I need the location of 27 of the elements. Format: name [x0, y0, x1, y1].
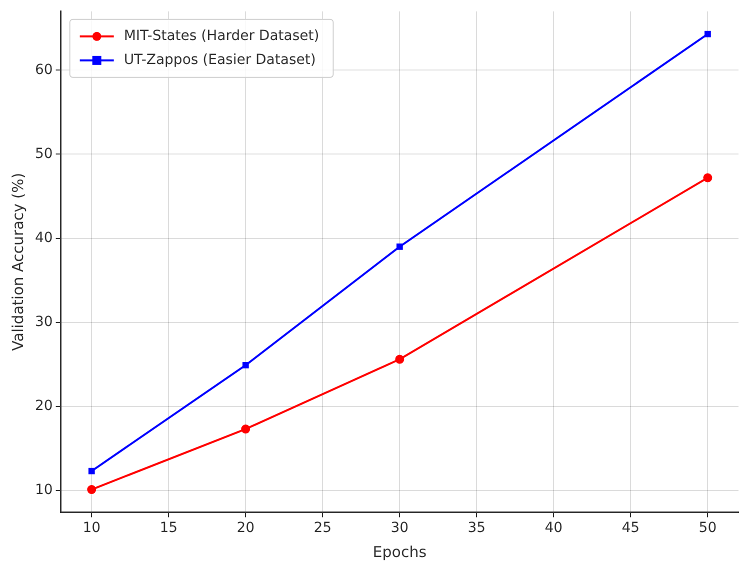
- x-tick-label: 10: [82, 520, 101, 536]
- point: [703, 173, 712, 182]
- point: [396, 243, 403, 250]
- point: [88, 468, 95, 474]
- y-tick-label: 10: [34, 482, 53, 498]
- legend-label: UT-Zappos (Easier Dataset): [124, 52, 316, 68]
- y-tick-label: 30: [34, 314, 53, 330]
- y-tick-label: 40: [34, 230, 53, 246]
- x-tick-label: 45: [622, 520, 640, 536]
- point: [704, 30, 711, 38]
- x-tick-label: 35: [468, 520, 486, 536]
- point: [241, 424, 250, 434]
- point: [242, 362, 249, 368]
- x-tick-label: 30: [390, 520, 409, 536]
- y-tick-label: 50: [34, 146, 53, 162]
- x-axis-title: Epochs: [372, 542, 427, 561]
- y-axis-title: Validation Accuracy (%): [8, 172, 27, 351]
- legend-label: MIT-States (Harder Dataset): [124, 28, 320, 44]
- x-tick-label: 50: [698, 520, 717, 536]
- point: [395, 354, 404, 364]
- x-tick-label: 40: [544, 520, 563, 536]
- x-tick-label: 25: [314, 520, 332, 536]
- x-tick-label: 15: [160, 520, 178, 536]
- x-tick-label: 20: [236, 520, 255, 536]
- point: [87, 485, 96, 494]
- y-tick-label: 60: [34, 62, 53, 78]
- y-tick-label: 20: [34, 398, 53, 414]
